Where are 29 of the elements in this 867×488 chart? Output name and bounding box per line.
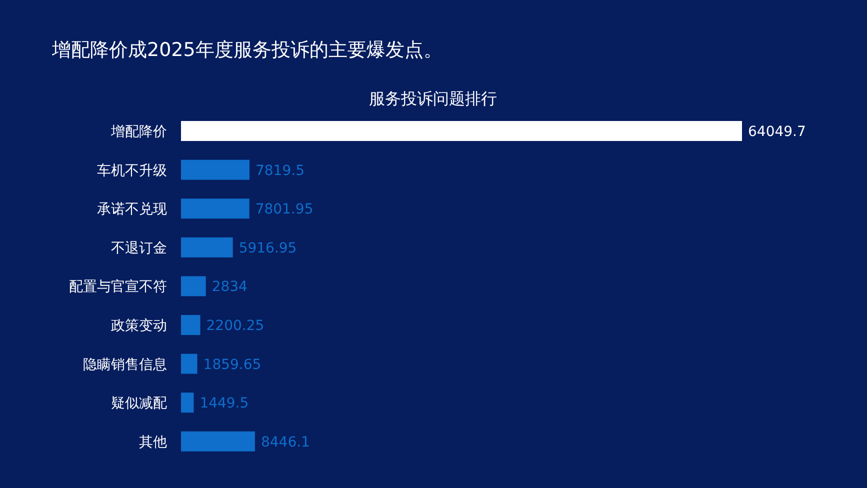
- data-label: 1449.5: [200, 396, 249, 412]
- y-tick-label: 不退订金: [111, 240, 167, 256]
- data-label: 1859.65: [203, 356, 262, 373]
- bar: [181, 354, 198, 374]
- bar: [181, 276, 206, 296]
- chart-title: 增配降价成2025年度服务投诉的主要爆发点。: [51, 39, 442, 61]
- bar: [181, 121, 742, 141]
- y-tick-label: 其他: [139, 434, 167, 450]
- bar: [181, 431, 255, 452]
- bar: [181, 198, 250, 219]
- data-label: 2834: [212, 279, 248, 296]
- chart-subtitle: 服务投诉问题排行: [369, 89, 497, 108]
- y-tick-label: 车机不升级: [97, 162, 167, 179]
- data-label: 64049.7: [748, 124, 806, 140]
- data-label: 7819.5: [255, 162, 304, 179]
- bar: [181, 160, 250, 180]
- y-tick-label: 隐瞒销售信息: [83, 356, 167, 373]
- bar: [181, 315, 200, 335]
- y-tick-label: 承诺不兑现: [97, 202, 167, 218]
- data-label: 2200.25: [206, 318, 264, 334]
- bar: [181, 392, 194, 413]
- y-tick-label: 配置与官宣不符: [69, 279, 167, 296]
- data-label: 8446.1: [260, 434, 310, 450]
- y-tick-label: 疑似减配: [111, 396, 167, 412]
- data-label: 7801.95: [255, 202, 314, 218]
- data-label: 5916.95: [238, 240, 297, 256]
- bar: [181, 237, 233, 258]
- y-tick-label: 增配降价: [110, 124, 167, 140]
- y-tick-label: 政策变动: [111, 318, 167, 334]
